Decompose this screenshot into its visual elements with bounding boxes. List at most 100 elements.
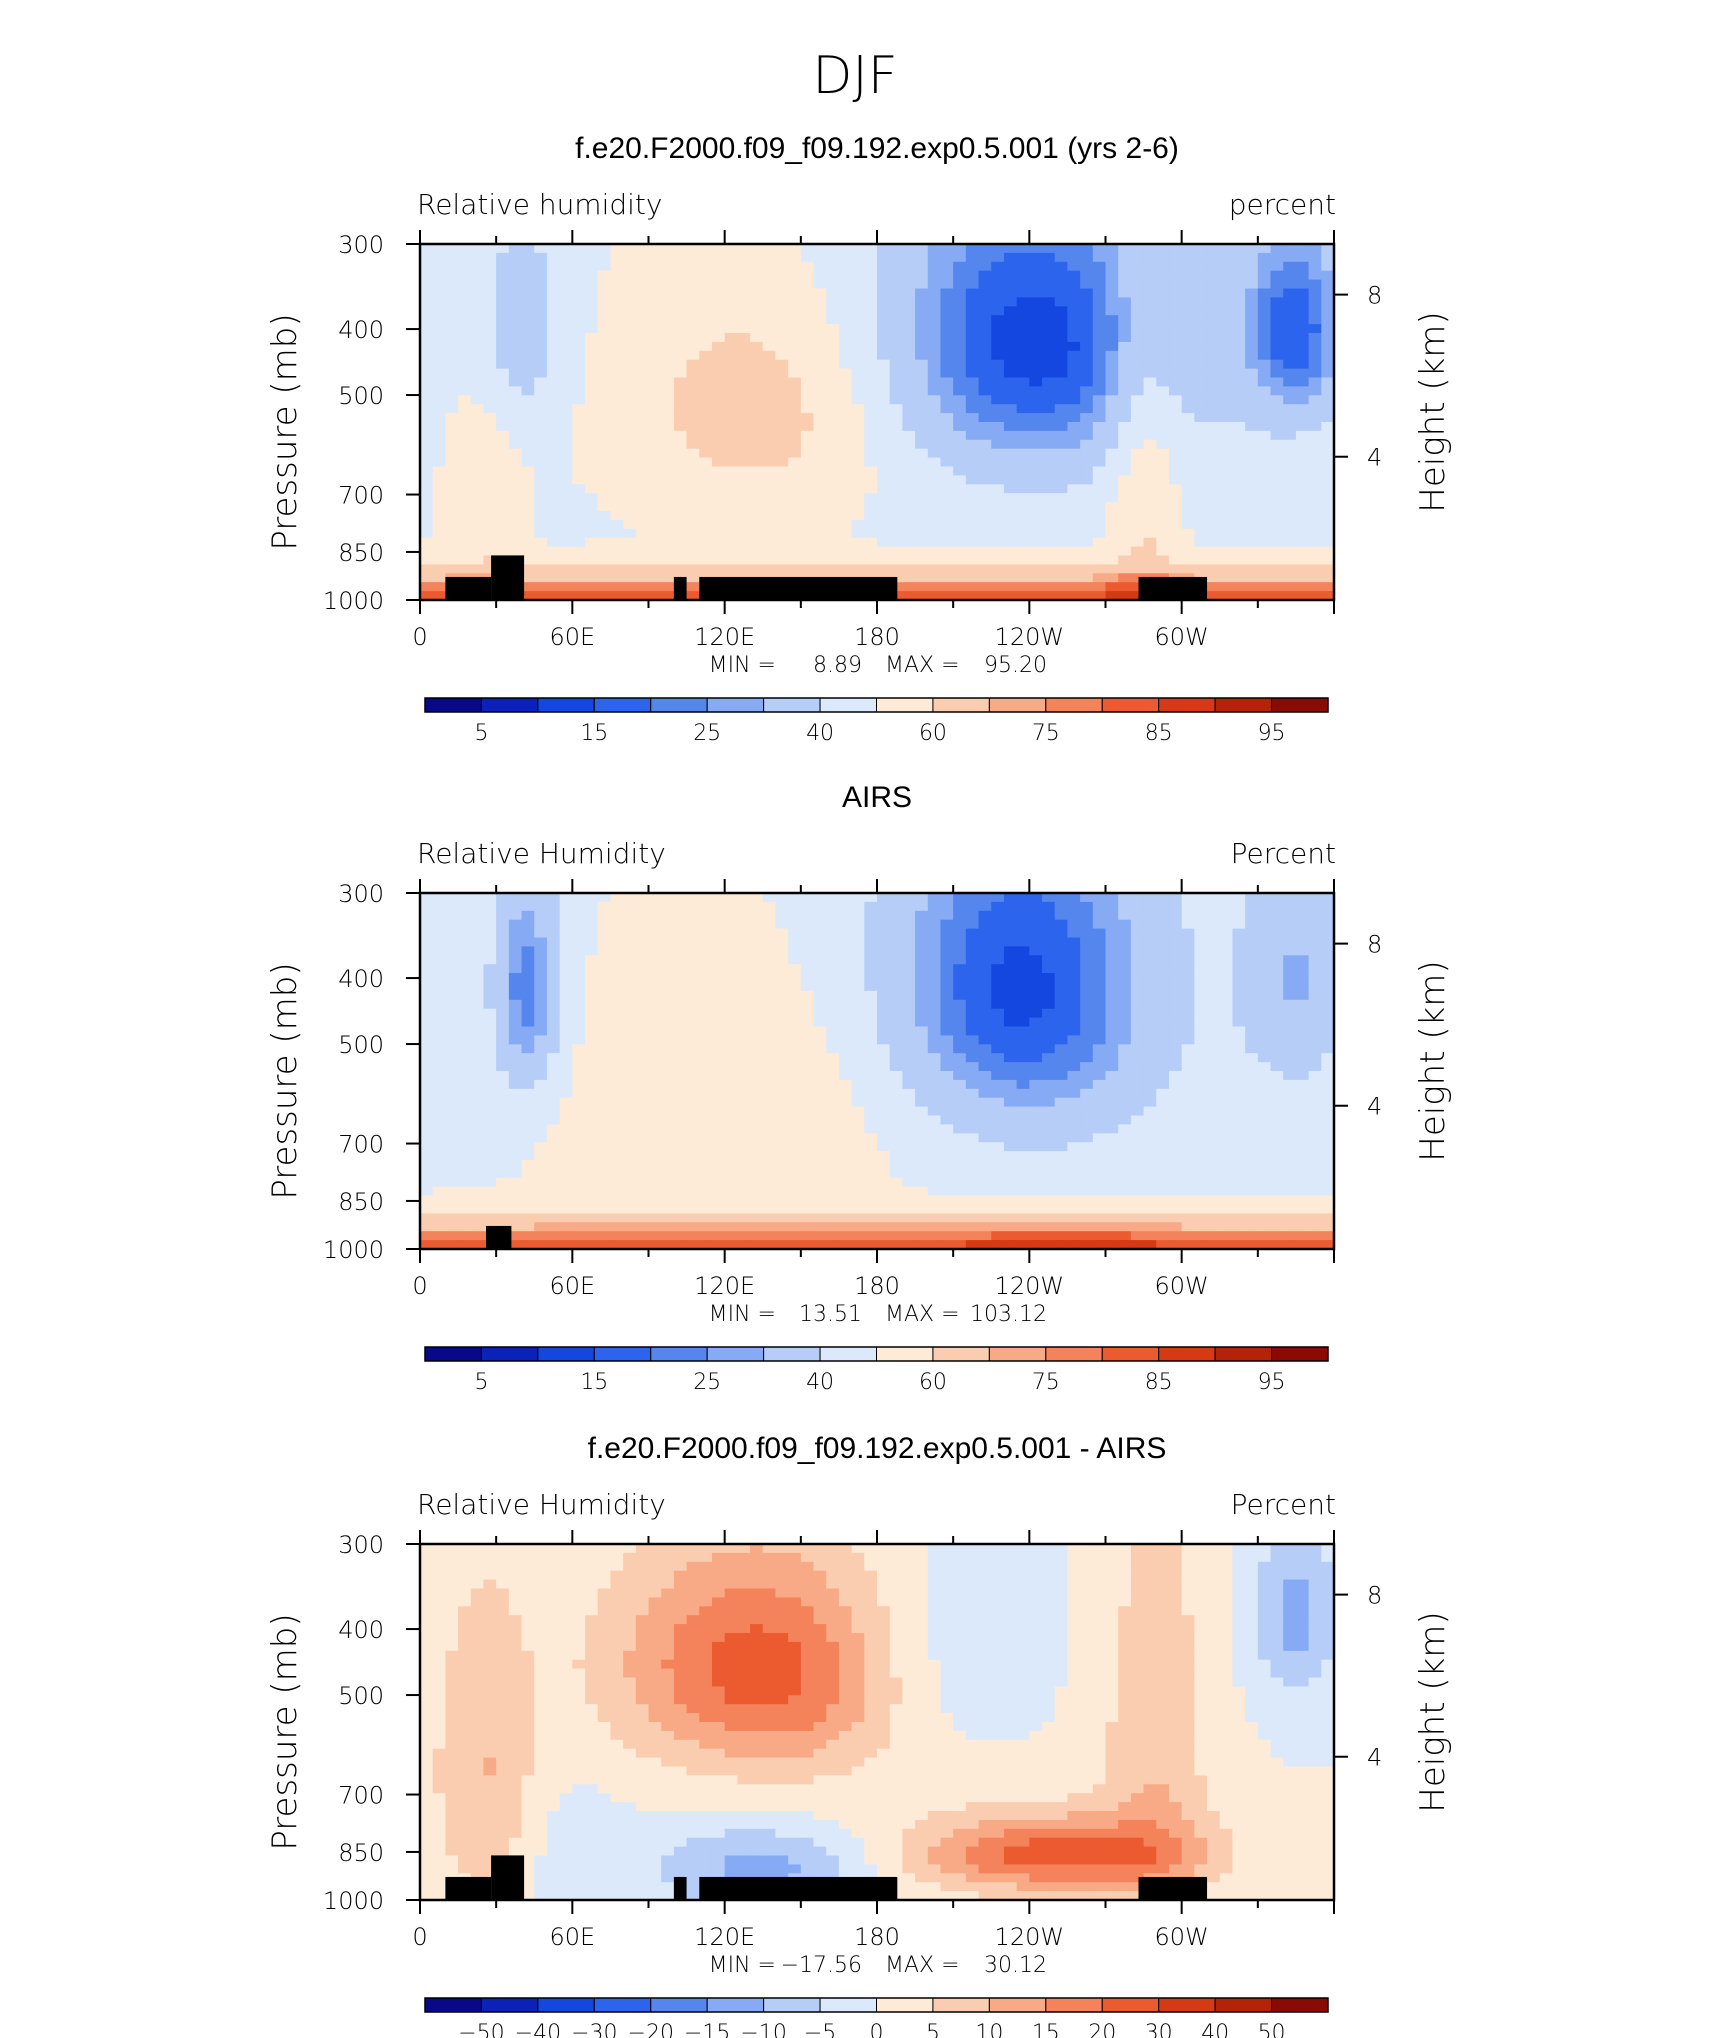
contour-cell	[775, 990, 789, 1001]
contour-cell	[965, 955, 980, 965]
contour-cell	[559, 288, 573, 298]
contour-cell	[800, 1106, 815, 1117]
contour-cell	[1029, 901, 1043, 912]
contour-cell	[1156, 555, 1170, 565]
contour-cell	[800, 910, 815, 921]
contour-cell	[737, 1062, 751, 1072]
contour-cell	[902, 1097, 916, 1108]
contour-cell	[1016, 1026, 1030, 1036]
contour-cell	[585, 573, 599, 583]
contour-cell	[1270, 350, 1284, 361]
contour-cell	[991, 466, 1005, 476]
contour-cell	[826, 901, 840, 912]
contour-cell	[635, 261, 650, 272]
contour-cell	[1219, 466, 1234, 476]
contour-cell	[1143, 537, 1157, 548]
contour-cell	[458, 493, 472, 503]
contour-cell	[851, 999, 865, 1010]
contour-cell	[1207, 270, 1221, 281]
contour-cell	[1080, 306, 1094, 316]
contour-cell	[661, 919, 675, 930]
contour-cell	[470, 288, 485, 298]
contour-cell	[788, 279, 802, 290]
contour-cell	[420, 333, 434, 343]
contour-cell	[673, 457, 688, 468]
contour-cell	[1156, 493, 1170, 503]
contour-cell	[953, 333, 967, 343]
contour-cell	[597, 439, 612, 450]
contour-cell	[1042, 297, 1056, 307]
contour-cell	[508, 1151, 523, 1161]
contour-cell	[750, 493, 764, 503]
contour-cell	[991, 519, 1005, 530]
contour-cell	[724, 377, 738, 387]
contour-cell	[813, 1195, 827, 1206]
contour-cell	[1029, 582, 1043, 592]
contour-cell	[1283, 386, 1297, 396]
contour-cell	[1003, 279, 1018, 290]
contour-cell	[1016, 919, 1030, 930]
contour-cell	[673, 1213, 688, 1223]
contour-cell	[1042, 528, 1056, 539]
contour-cell	[1042, 555, 1056, 565]
contour-cell	[1054, 910, 1069, 921]
contour-cell	[572, 1195, 586, 1206]
contour-cell	[546, 270, 561, 281]
contour-cell	[559, 1231, 573, 1241]
contour-cell	[775, 1168, 789, 1179]
contour-cell	[635, 1097, 650, 1108]
contour-cell	[927, 395, 942, 405]
contour-cell	[623, 1151, 637, 1161]
contour-cell	[1130, 341, 1145, 352]
contour-cell	[1232, 448, 1246, 459]
contour-cell	[953, 1106, 967, 1117]
contour-cell	[699, 910, 713, 921]
contour-cell	[521, 1053, 535, 1063]
contour-cell	[864, 1168, 878, 1179]
contour-cell	[915, 1079, 929, 1090]
contour-cell	[1245, 244, 1259, 254]
contour-cell	[1003, 333, 1018, 343]
contour-cell	[724, 555, 738, 565]
contour-cell	[902, 1053, 916, 1063]
contour-cell	[572, 1231, 586, 1241]
contour-cell	[1308, 591, 1322, 601]
contour-cell	[864, 395, 878, 405]
contour-cell	[902, 919, 916, 930]
contour-cell	[699, 1115, 713, 1125]
contour-cell	[597, 1088, 612, 1099]
contour-cell	[1016, 493, 1030, 503]
contour-cell	[661, 315, 675, 325]
contour-cell	[1321, 261, 1335, 272]
contour-cell	[1219, 555, 1234, 565]
contour-cell	[940, 306, 954, 316]
contour-cell	[915, 973, 929, 983]
contour-cell	[889, 946, 903, 956]
contour-cell	[534, 1115, 548, 1125]
contour-cell	[623, 1177, 637, 1188]
contour-cell	[585, 1062, 599, 1072]
contour-cell	[470, 324, 485, 334]
contour-cell	[686, 564, 700, 574]
contour-cell	[864, 297, 878, 307]
contour-cell	[1130, 377, 1145, 387]
contour-cell	[521, 1115, 535, 1125]
contour-cell	[826, 306, 840, 316]
contour-cell	[864, 919, 878, 930]
contour-cell	[572, 910, 586, 921]
contour-cell	[686, 306, 700, 316]
contour-cell	[559, 350, 573, 361]
contour-cell	[940, 466, 954, 476]
contour-cell	[1029, 270, 1043, 281]
contour-cell	[737, 1088, 751, 1099]
colorbar-label: 95	[1258, 721, 1286, 746]
contour-cell	[458, 475, 472, 485]
contour-cell	[559, 1240, 573, 1250]
contour-cell	[445, 1160, 459, 1170]
contour-cell	[813, 519, 827, 530]
contour-cell	[534, 1231, 548, 1241]
contour-cell	[496, 422, 510, 432]
contour-cell	[826, 546, 840, 557]
contour-cell	[420, 910, 434, 921]
contour-cell	[699, 341, 713, 352]
